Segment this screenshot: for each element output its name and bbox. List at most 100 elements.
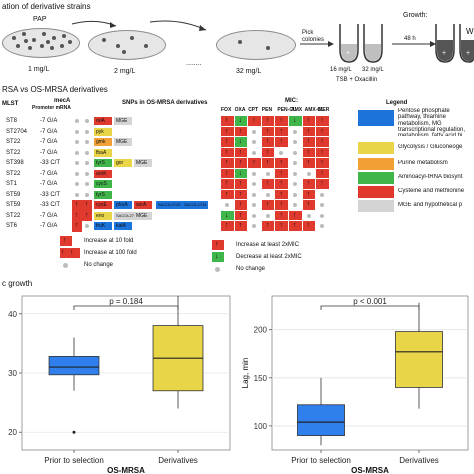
- mic-cell: [262, 169, 275, 179]
- mic-cell: [316, 211, 329, 221]
- mic-cell: [262, 190, 275, 200]
- dish-ellipsis: ........: [186, 60, 202, 67]
- key-symbol: ↑ ↑: [60, 248, 80, 258]
- snp-gene-tag: aroK: [94, 169, 112, 178]
- mic-cell: ↑: [302, 189, 316, 199]
- mic-cell: ↑: [302, 221, 316, 231]
- col-snps-header: SNPs in OS-MRSA derivatives: [122, 100, 208, 106]
- dish-label-2: 2 mg/L: [114, 68, 136, 75]
- col-mlst-header: MLST: [2, 101, 19, 107]
- table-row: ST1 -7 G/A cysS ↑ ↑ ↑ ↑ ↑ ↑: [0, 179, 350, 190]
- mic-cell: [289, 179, 302, 189]
- mic-cell: ↑: [261, 179, 275, 189]
- mic-cell: ↑: [316, 179, 329, 189]
- y-tick-label: 100: [254, 422, 268, 431]
- row-promoter: -7 G/A: [40, 118, 58, 124]
- petri-dish-1: [2, 28, 80, 58]
- mic-cell: ↑: [275, 126, 288, 136]
- mic-cell: ↑: [302, 126, 316, 136]
- snp-gene-tag: phoA: [114, 201, 132, 209]
- mic-cell: [316, 221, 329, 231]
- meca-cell: [82, 137, 92, 148]
- mic-cell: ↑: [302, 116, 316, 126]
- row-promoter: -33 C/T: [40, 160, 61, 166]
- petri-dish-3: [216, 30, 296, 60]
- mic-cell: ↑: [275, 200, 288, 210]
- x-axis-label: OS-MRSA: [351, 466, 389, 474]
- legend-label: Aminoacyl-tRNA biosynt: [398, 174, 463, 180]
- row-promoter: -7 G/A: [40, 181, 58, 187]
- mic-cell: [289, 137, 302, 147]
- p-value-label: p < 0.001: [353, 297, 387, 306]
- meca-cell: ↑: [72, 221, 82, 232]
- mic-cell: ↑: [261, 137, 275, 147]
- y-tick-label: 200: [254, 326, 268, 335]
- legend-label: Glycolysis / Gluconeoge: [398, 144, 463, 150]
- legend-swatch: [358, 110, 394, 126]
- mic-cell: ↑: [275, 221, 288, 231]
- mic-cell: ↑: [234, 179, 248, 189]
- meca-cell: [72, 127, 82, 138]
- mic-cell: [248, 200, 261, 210]
- snp-gene-tag: MGE: [134, 211, 152, 220]
- mic-cell: ↑: [234, 189, 248, 199]
- mic-cell: ↑: [302, 200, 316, 210]
- meca-cell: [72, 190, 82, 201]
- snp-gene-tag: cysS: [94, 180, 112, 188]
- cut-label: W: [466, 27, 474, 36]
- table-row: ST8 -7 G/A relA MGE ↑ ↓ ↑ ↑ ↑ ↓ ↑ ↑: [0, 116, 350, 127]
- snp-gene-tag: MGE: [114, 117, 132, 125]
- col-promoter-header: Promoter mRNA: [32, 105, 71, 111]
- pap-label: PAP: [33, 16, 47, 23]
- p-value-label: p = 0.184: [109, 297, 143, 306]
- meca-cell: [72, 169, 82, 180]
- meca-cell: [72, 148, 82, 159]
- mic-cell: [248, 169, 261, 179]
- legend-swatch: [358, 142, 394, 154]
- row-mlst: ST22: [6, 149, 21, 156]
- mic-cell: ↑: [234, 200, 248, 210]
- x-axis-label: OS-MRSA: [107, 466, 145, 474]
- meca-cell: [72, 137, 82, 148]
- mic-cell: [248, 221, 261, 231]
- mic-cell: ↑: [221, 221, 234, 231]
- meca-cell: [82, 116, 92, 127]
- lag-chart-right: 100 150 200 Prior to selection Derivatives p …: [241, 295, 469, 474]
- table-row: ST59 -33 C/T ↑ ↑ cysE phoA serA SACOL0733 SACOL2…: [0, 200, 350, 211]
- mic-cell: [248, 211, 261, 221]
- meca-cell: [82, 190, 92, 201]
- dish-label-1: 1 mg/L: [28, 66, 50, 73]
- snp-gene-tag: SACOL2734: [182, 201, 209, 209]
- row-mlst: ST59: [6, 202, 21, 208]
- mic-cell: ↑: [221, 179, 234, 189]
- meca-cell: [82, 158, 92, 169]
- mic-cell: ↑: [234, 210, 248, 220]
- mic-cell: ↑: [289, 221, 302, 231]
- mic-header-oxa: OXA: [234, 107, 246, 113]
- legend-label: Purine metabolism: [398, 160, 448, 166]
- mic-cell: ↓: [289, 116, 302, 126]
- mic-cell: ↑: [221, 189, 234, 199]
- meca-cell: ↑: [82, 200, 92, 211]
- mic-header-fox: FOX: [221, 107, 232, 113]
- mic-cell: ↑: [302, 179, 316, 189]
- legend-label: MGE and hypothetical p: [398, 202, 463, 208]
- panel-c-title: c growth: [2, 279, 33, 288]
- tube-label-16: 16 mg/L: [330, 67, 352, 73]
- mic-cell: ↑: [221, 158, 234, 168]
- mic-cell: ↑: [221, 126, 234, 136]
- mic-cell: [289, 127, 302, 137]
- mic-cell: [262, 211, 275, 221]
- table-row: ST398 -33 C/T tyrS gor MGE ↑ ↑ ↑ ↑ ↑ ↑ ↑: [0, 158, 350, 169]
- mic-cell: ↑: [261, 200, 275, 210]
- mic-cell: ↑: [316, 137, 329, 147]
- mic-cell: ↑: [234, 158, 248, 168]
- mic-cell: ↑: [234, 221, 248, 231]
- mic-header-pen: PEN: [261, 107, 273, 113]
- snp-gene-tag: fruK: [94, 222, 112, 230]
- x-tick-label: Derivatives: [399, 456, 439, 465]
- mic-cell: [303, 169, 316, 179]
- meca-cell: ↑: [72, 210, 82, 221]
- snp-gene-tag: fbaA: [94, 148, 112, 157]
- y-tick-label: 40: [8, 310, 17, 319]
